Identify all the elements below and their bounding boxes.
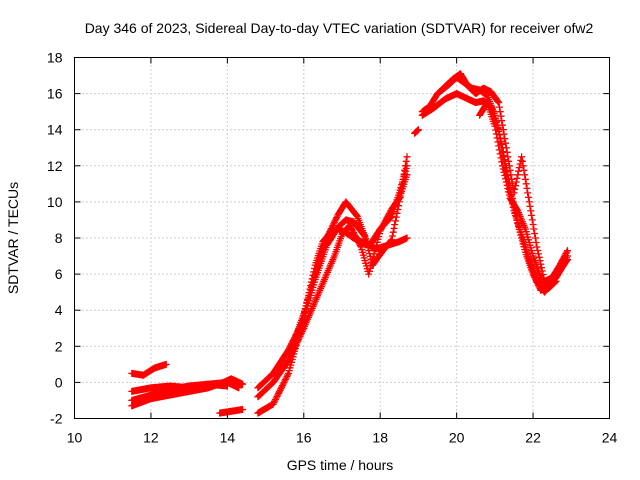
y-tick-label: 16 <box>47 86 63 102</box>
y-tick-label: 8 <box>55 230 63 246</box>
series-trace-4 <box>128 380 231 404</box>
x-tick-label: 24 <box>602 430 618 446</box>
data-point-markers <box>285 162 411 359</box>
x-tick-label: 18 <box>372 430 388 446</box>
chart-title: Day 346 of 2023, Sidereal Day-to-day VTE… <box>85 20 594 36</box>
series-trace-7 <box>254 153 411 392</box>
x-tick-label: 14 <box>220 430 236 446</box>
data-point-markers <box>476 99 560 292</box>
y-tick-label: 4 <box>55 302 63 318</box>
x-tick-label: 10 <box>67 430 83 446</box>
series-trace-1 <box>128 360 170 379</box>
data-point-markers <box>418 73 571 294</box>
y-tick-label: 2 <box>55 338 63 354</box>
data-point-markers <box>128 380 231 404</box>
x-tick-label: 22 <box>525 430 541 446</box>
y-tick-label: 6 <box>55 266 63 282</box>
y-tick-label: 10 <box>47 194 63 210</box>
y-tick-label: -2 <box>50 411 63 427</box>
series-trace-11 <box>418 73 571 294</box>
x-axis-label: GPS time / hours <box>287 457 394 473</box>
y-tick-label: 14 <box>47 122 63 138</box>
x-tick-label: 20 <box>449 430 465 446</box>
y-tick-label: 18 <box>47 50 63 66</box>
x-tick-label: 12 <box>143 430 159 446</box>
y-tick-label: 12 <box>47 158 63 174</box>
data-point-markers <box>216 406 247 417</box>
grid <box>74 57 610 419</box>
series-trace-3 <box>128 375 247 410</box>
series-trace-9 <box>285 162 411 359</box>
data-point-markers <box>254 153 411 392</box>
data-point-markers <box>128 360 170 379</box>
series-trace-10 <box>411 126 422 137</box>
series-trace-5 <box>216 406 247 417</box>
series-trace-14 <box>476 99 560 292</box>
y-axis-label: SDTVAR / TECUs <box>5 182 21 294</box>
y-tick-label: 0 <box>55 374 63 390</box>
x-tick-label: 16 <box>296 430 312 446</box>
data-point-markers <box>437 70 571 285</box>
data-point-markers <box>128 375 247 410</box>
data-point-markers <box>411 126 422 137</box>
series-trace-13 <box>437 70 571 285</box>
data-points <box>128 70 571 417</box>
